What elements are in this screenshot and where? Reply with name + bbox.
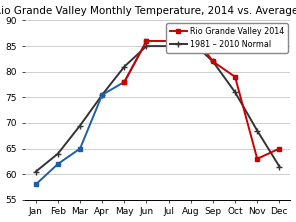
Legend: Rio Grande Valley 2014, 1981 – 2010 Normal: Rio Grande Valley 2014, 1981 – 2010 Norm… bbox=[166, 23, 288, 53]
Title: Rio Grande Valley Monthly Temperature, 2014 vs. Average (°F): Rio Grande Valley Monthly Temperature, 2… bbox=[0, 6, 296, 16]
